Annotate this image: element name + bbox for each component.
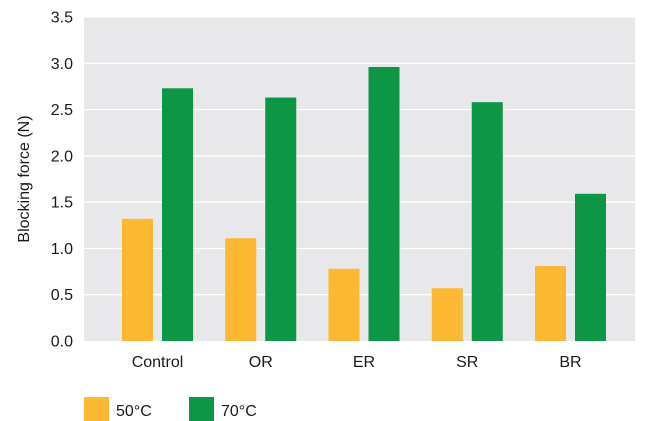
x-category-label: BR (559, 354, 581, 371)
bar-br-50c (535, 266, 566, 341)
legend-swatch (84, 397, 109, 421)
bar-or-70c (265, 98, 296, 341)
y-tick-label: 3.5 (51, 10, 73, 27)
bar-sr-70c (472, 102, 503, 341)
bar-control-50c (122, 219, 153, 341)
x-category-label: OR (249, 354, 273, 371)
bar-sr-50c (432, 288, 463, 341)
bar-or-50c (225, 238, 256, 341)
bar-control-70c (162, 88, 193, 341)
y-tick-label: 0.0 (51, 334, 73, 351)
x-category-label: SR (456, 354, 478, 371)
y-tick-label: 2.5 (51, 102, 73, 119)
y-axis-ticks: 0.0 0.5 1.0 1.5 2.0 2.5 3.0 3.5 (51, 10, 73, 351)
legend-label: 70°C (221, 403, 257, 420)
bar-br-70c (575, 194, 606, 341)
x-category-label: ER (353, 354, 375, 371)
bar-er-70c (369, 67, 400, 341)
legend-label: 50°C (116, 403, 152, 420)
x-category-label: Control (132, 354, 184, 371)
x-axis-categories: Control OR ER SR BR (132, 354, 582, 371)
legend-swatch (189, 397, 214, 421)
y-tick-label: 3.0 (51, 56, 73, 73)
y-tick-label: 0.5 (51, 287, 73, 304)
y-tick-label: 1.5 (51, 195, 73, 212)
bar-er-50c (329, 269, 360, 341)
y-tick-label: 2.0 (51, 148, 73, 165)
y-tick-label: 1.0 (51, 241, 73, 258)
y-axis-title: Blocking force (N) (16, 115, 33, 242)
legend: 50°C 70°C (84, 397, 257, 421)
